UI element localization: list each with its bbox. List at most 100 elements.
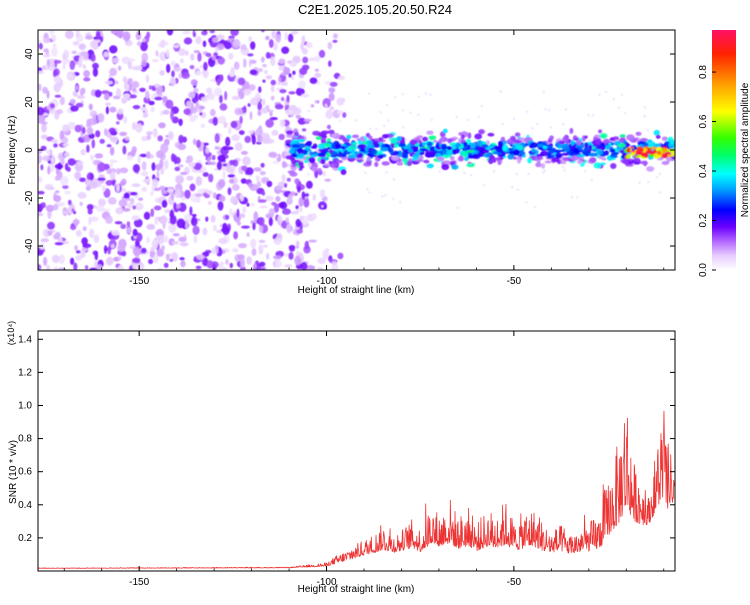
spectrogram-cell [228, 159, 236, 166]
spectrogram-cell [265, 118, 274, 128]
spectrogram-cell [286, 223, 292, 234]
spectrogram-cell [482, 184, 485, 187]
spectrogram-cell [151, 59, 159, 63]
spectrogram-cell [188, 161, 196, 168]
spectrogram-cell [166, 30, 174, 36]
spectrogram-cell [658, 172, 661, 176]
spectrogram-cell [352, 134, 359, 139]
spectrogram-cell [108, 127, 116, 134]
spectrogram-cell [562, 157, 572, 161]
spectrogram-cell [561, 166, 565, 169]
spectrogram-cell [238, 213, 246, 218]
spectrogram-cell [551, 157, 560, 163]
spectrogram-cell [438, 170, 441, 173]
spectrogram-cell [107, 245, 111, 255]
spectrogram-cell [154, 216, 159, 225]
spectrogram-cell [295, 218, 302, 228]
spectrogram-cell [231, 184, 240, 191]
spectrogram-cell [467, 161, 472, 165]
spectrogram-cell [661, 148, 668, 153]
spectrogram-cell [60, 176, 69, 186]
spectrogram-cell [328, 87, 336, 93]
spectrogram-cell [617, 106, 620, 109]
spectrogram-cell [160, 39, 166, 48]
spectrogram-cell [133, 218, 143, 228]
spectrogram-cell [124, 136, 130, 141]
spectrogram-cell [541, 163, 546, 169]
spectrogram-cell [421, 142, 427, 146]
spectrogram-cell [119, 167, 129, 174]
spectrogram-cell [299, 67, 308, 76]
spectrogram-cell [246, 232, 250, 237]
spectrogram-cell [106, 168, 113, 175]
spectrogram-cell [195, 193, 203, 198]
spectrogram-cell [208, 201, 212, 205]
spectrogram-cell [241, 150, 248, 155]
spectrogram-cell [495, 146, 504, 153]
spectrogram-cell [38, 83, 42, 92]
spectrogram-cell [109, 146, 115, 156]
spectrogram-cell [589, 157, 597, 163]
spectrogram-cell [136, 41, 142, 46]
spectrogram-cell [55, 109, 64, 115]
spectrogram-cell [301, 128, 307, 132]
spectrogram-cell [124, 83, 130, 92]
spectrogram-cell [44, 64, 49, 70]
spectrogram-cell [239, 115, 243, 124]
spectrogram-cell [450, 156, 455, 161]
spectrogram-cell [122, 145, 127, 155]
spectrogram-cell [132, 205, 136, 210]
spectrogram-cell [138, 245, 142, 249]
spectrogram-cell [381, 144, 386, 149]
snr-y-multiplier: (x10⁴) [6, 321, 16, 345]
spectrogram-cell [169, 215, 177, 225]
spectrogram-cell [150, 191, 154, 197]
spectrogram-cell [199, 112, 203, 116]
spectrogram-cell [441, 143, 447, 150]
spectrogram-cell [466, 149, 475, 153]
spectrogram-cell [268, 151, 278, 158]
spectrogram-cell [137, 154, 141, 164]
spectrogram-cell [344, 145, 349, 149]
spectrogram-cell [223, 121, 228, 128]
spectrogram-cell [154, 187, 161, 191]
spectrogram-cell [218, 195, 226, 202]
spectrogram-cell [124, 198, 132, 202]
spectrogram-cell [570, 155, 579, 161]
spectrogram-cell [286, 95, 290, 103]
spectrogram-cell [378, 154, 384, 159]
spectrogram-cell [415, 159, 424, 163]
spectrogram-cell [298, 197, 304, 208]
spectrogram-cell [466, 144, 471, 151]
spectrogram-cell [82, 64, 87, 70]
spectrogram-cell [294, 178, 300, 185]
spectrogram-cell [59, 130, 65, 140]
spectrogram-cell [527, 157, 532, 164]
spectrogram-cell [451, 164, 459, 170]
spectrogram-x-tick-label: -150 [129, 276, 149, 287]
spectrogram-cell [58, 237, 63, 244]
spectrogram-cell [225, 214, 230, 220]
spectrogram-cell [324, 163, 329, 167]
spectrogram-cell [161, 199, 168, 208]
spectrogram-cell [62, 53, 67, 60]
spectrogram-cell [117, 65, 122, 71]
spectrogram-cell [543, 169, 546, 172]
spectrogram-cell [292, 70, 296, 76]
spectrogram-cell [78, 55, 84, 63]
spectrogram-cell [222, 225, 230, 236]
spectrogram-cell [366, 156, 371, 163]
spectrogram-cell [120, 223, 127, 229]
spectrogram-cell [59, 96, 65, 106]
spectrogram-cell [301, 35, 306, 44]
spectrogram-cell [96, 264, 103, 270]
spectrogram-cell [195, 70, 202, 76]
spectrogram-cell [106, 144, 112, 148]
spectrogram-cell [542, 145, 548, 150]
spectrogram-cell [423, 159, 430, 164]
spectrogram-cell [382, 124, 386, 128]
spectrogram-cell [646, 129, 650, 132]
spectrogram-cell [239, 193, 244, 202]
spectrogram-cell [455, 142, 461, 148]
spectrogram-cell [151, 239, 159, 250]
